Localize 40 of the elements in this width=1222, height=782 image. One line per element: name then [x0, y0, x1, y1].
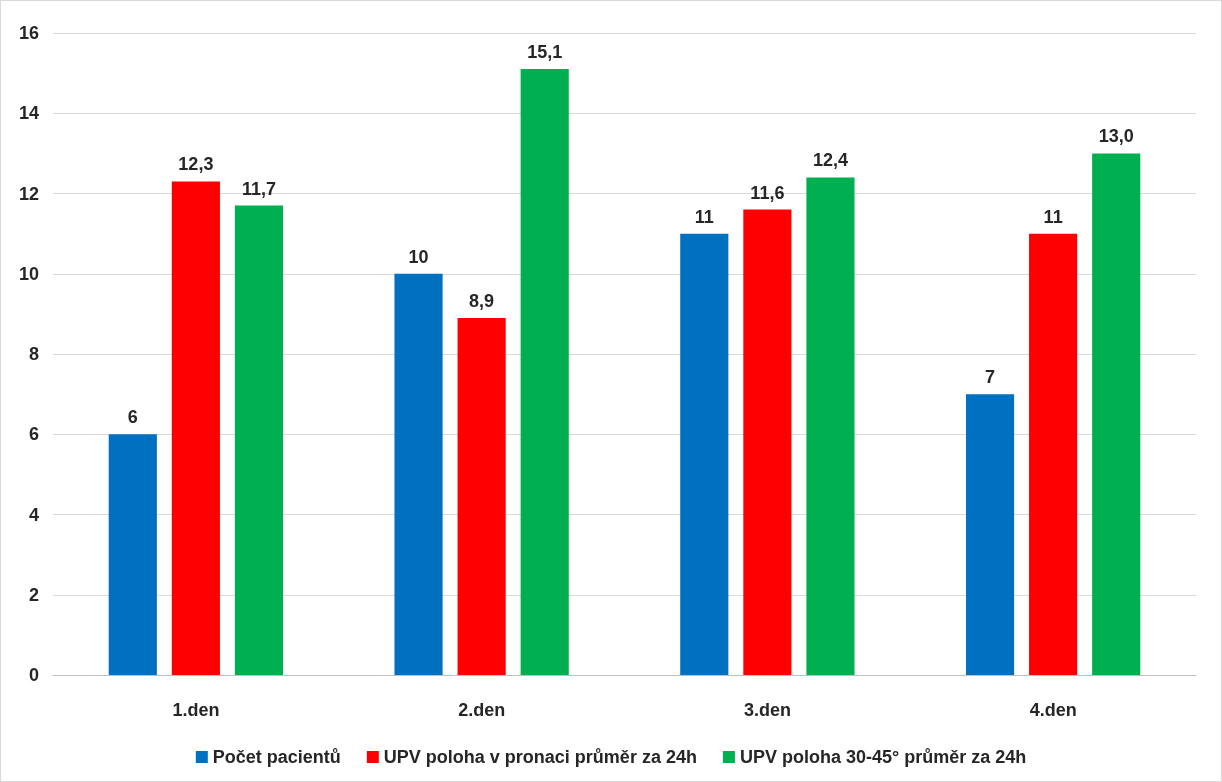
bar	[1092, 153, 1141, 675]
data-label: 7	[985, 367, 996, 388]
data-label: 11,6	[750, 182, 785, 203]
bar	[234, 205, 284, 675]
y-tick-label: 4	[28, 504, 39, 525]
y-tick-label: 10	[18, 263, 39, 284]
data-label: 11,7	[241, 178, 276, 199]
x-tick-label: 4.den	[1029, 700, 1077, 720]
legend-label: Počet pacientů	[212, 747, 341, 767]
legend-label: UPV poloha v pronaci průměr za 24h	[383, 747, 697, 767]
y-tick-label: 14	[18, 103, 39, 124]
data-label: 12,3	[178, 154, 214, 175]
data-label: 13,0	[1098, 126, 1134, 147]
bar	[965, 394, 1015, 675]
data-label: 12,4	[812, 150, 848, 171]
x-tick-label: 3.den	[743, 700, 791, 720]
data-label: 15,1	[527, 42, 563, 63]
y-tick-label: 0	[28, 665, 39, 685]
y-tick-label: 8	[28, 344, 39, 364]
legend-label: UPV poloha 30-45° průměr za 24h	[739, 747, 1027, 767]
data-label: 11	[694, 206, 714, 227]
bar	[1029, 233, 1078, 675]
y-tick-label: 6	[28, 424, 39, 445]
y-tick-label: 16	[18, 23, 39, 43]
data-label: 11	[1043, 206, 1063, 227]
bar	[806, 177, 855, 675]
y-tick-label: 12	[18, 183, 39, 204]
x-tick-label: 1.den	[172, 700, 220, 720]
data-label: 6	[127, 407, 138, 428]
bar	[394, 273, 443, 675]
bar	[520, 69, 569, 675]
bar	[680, 233, 729, 675]
y-tick-label: 2	[28, 584, 39, 605]
bar	[743, 209, 792, 675]
bar	[457, 317, 506, 675]
bar	[108, 434, 157, 675]
bar	[171, 181, 220, 675]
data-label: 10	[408, 246, 429, 267]
data-label: 8,9	[469, 290, 495, 311]
x-tick-label: 2.den	[458, 700, 506, 720]
